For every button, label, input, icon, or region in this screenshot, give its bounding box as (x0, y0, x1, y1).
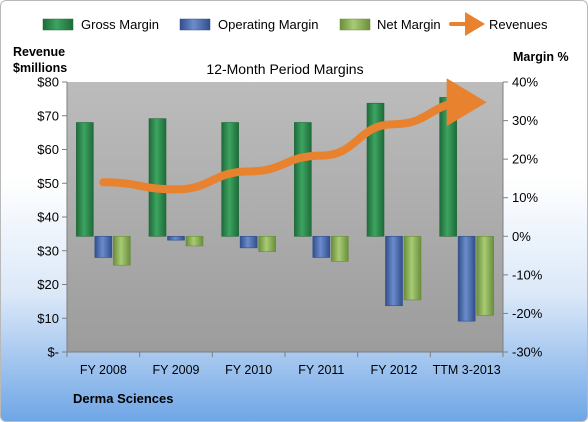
revenues-point (176, 189, 177, 190)
legend-swatch-net-margin (339, 18, 371, 31)
legend-label-net-margin: Net Margin (377, 17, 441, 32)
left-tick-label: $50 (37, 176, 59, 191)
revenues-point (321, 155, 322, 156)
right-tick-label: 0% (512, 229, 531, 244)
x-category-label: FY 2008 (80, 363, 127, 377)
chart-title: 12-Month Period Margins (206, 61, 363, 77)
left-tick-label: $60 (37, 142, 59, 157)
legend: Gross Margin Operating Margin Net Margin… (42, 12, 548, 36)
gross-margin-bar (294, 122, 312, 237)
left-tick-label: $70 (37, 108, 59, 123)
operating-margin-bar (385, 235, 403, 307)
right-tick-label: 30% (512, 113, 538, 128)
net-margin-bar (403, 235, 422, 301)
left-tick-label: $30 (37, 243, 59, 258)
gross-margin-bar (76, 122, 94, 237)
net-margin-bar (331, 235, 349, 262)
operating-margin-bar (167, 235, 185, 241)
right-tick-label: 10% (512, 190, 538, 205)
revenues-line (99, 78, 487, 194)
x-category-label: FY 2010 (225, 363, 272, 377)
right-tick-label: -10% (512, 267, 543, 282)
x-category-label: FY 2012 (370, 363, 417, 377)
x-category-label: FY 2011 (298, 363, 344, 377)
right-tick-label: 20% (512, 152, 538, 167)
left-tick-label: $10 (37, 311, 59, 326)
net-margin-bar (258, 235, 276, 253)
legend-swatch-gross-margin (42, 18, 74, 31)
company-name: Derma Sciences (73, 391, 173, 406)
legend-label-gross-margin: Gross Margin (81, 17, 159, 32)
legend-label-operating-margin: Operating Margin (218, 17, 318, 32)
revenues-point (103, 182, 104, 183)
revenues-point (394, 124, 395, 125)
right-tick-label: -20% (512, 306, 543, 321)
plot-area (67, 82, 503, 352)
gross-margin-bar (366, 102, 385, 237)
operating-margin-bar (239, 235, 258, 249)
right-axis-title: Margin % (513, 50, 569, 64)
left-tick-label: $40 (37, 210, 59, 225)
legend-label-revenues: Revenues (489, 17, 548, 32)
left-tick-label: $80 (37, 75, 59, 90)
gross-margin-bar (148, 118, 167, 237)
right-tick-label: -30% (512, 345, 543, 360)
revenues-point (466, 102, 467, 103)
left-axis-title-line2: $millions (13, 61, 67, 75)
net-margin-bar (476, 235, 494, 316)
gross-margin-bar (439, 97, 457, 237)
revenues-point (248, 171, 249, 172)
operating-margin-bar (457, 235, 476, 322)
net-margin-bar (113, 235, 131, 266)
x-category-label: TTM 3-2013 (433, 363, 501, 377)
left-tick-label: $20 (37, 277, 59, 292)
operating-margin-bar (312, 235, 331, 258)
right-tick-label: 40% (512, 75, 538, 90)
operating-margin-bar (94, 235, 113, 258)
legend-swatch-operating-margin (179, 18, 211, 31)
left-axis-title-line1: Revenue (13, 45, 65, 59)
x-category-label: FY 2009 (152, 363, 199, 377)
net-margin-bar (185, 235, 204, 247)
left-tick-label: $- (47, 345, 59, 360)
